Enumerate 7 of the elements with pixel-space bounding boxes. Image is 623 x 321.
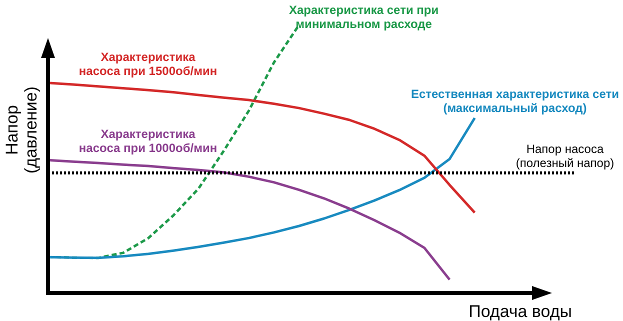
ref-line-label: Напор насоса (полезный напор)	[516, 142, 614, 170]
x-axis-title: Подача воды	[468, 302, 572, 321]
series-label: Характеристика сети при минимальном расходе	[288, 3, 439, 31]
series-label: Характеристика насоса при 1000об/мин	[78, 127, 218, 156]
text: Естественная характеристика сети (максимальный расход)	[410, 86, 620, 115]
series-label: Характеристика насоса при 1500об/мин	[78, 50, 218, 78]
y-axis-title: Напор (давление)	[2, 86, 41, 174]
